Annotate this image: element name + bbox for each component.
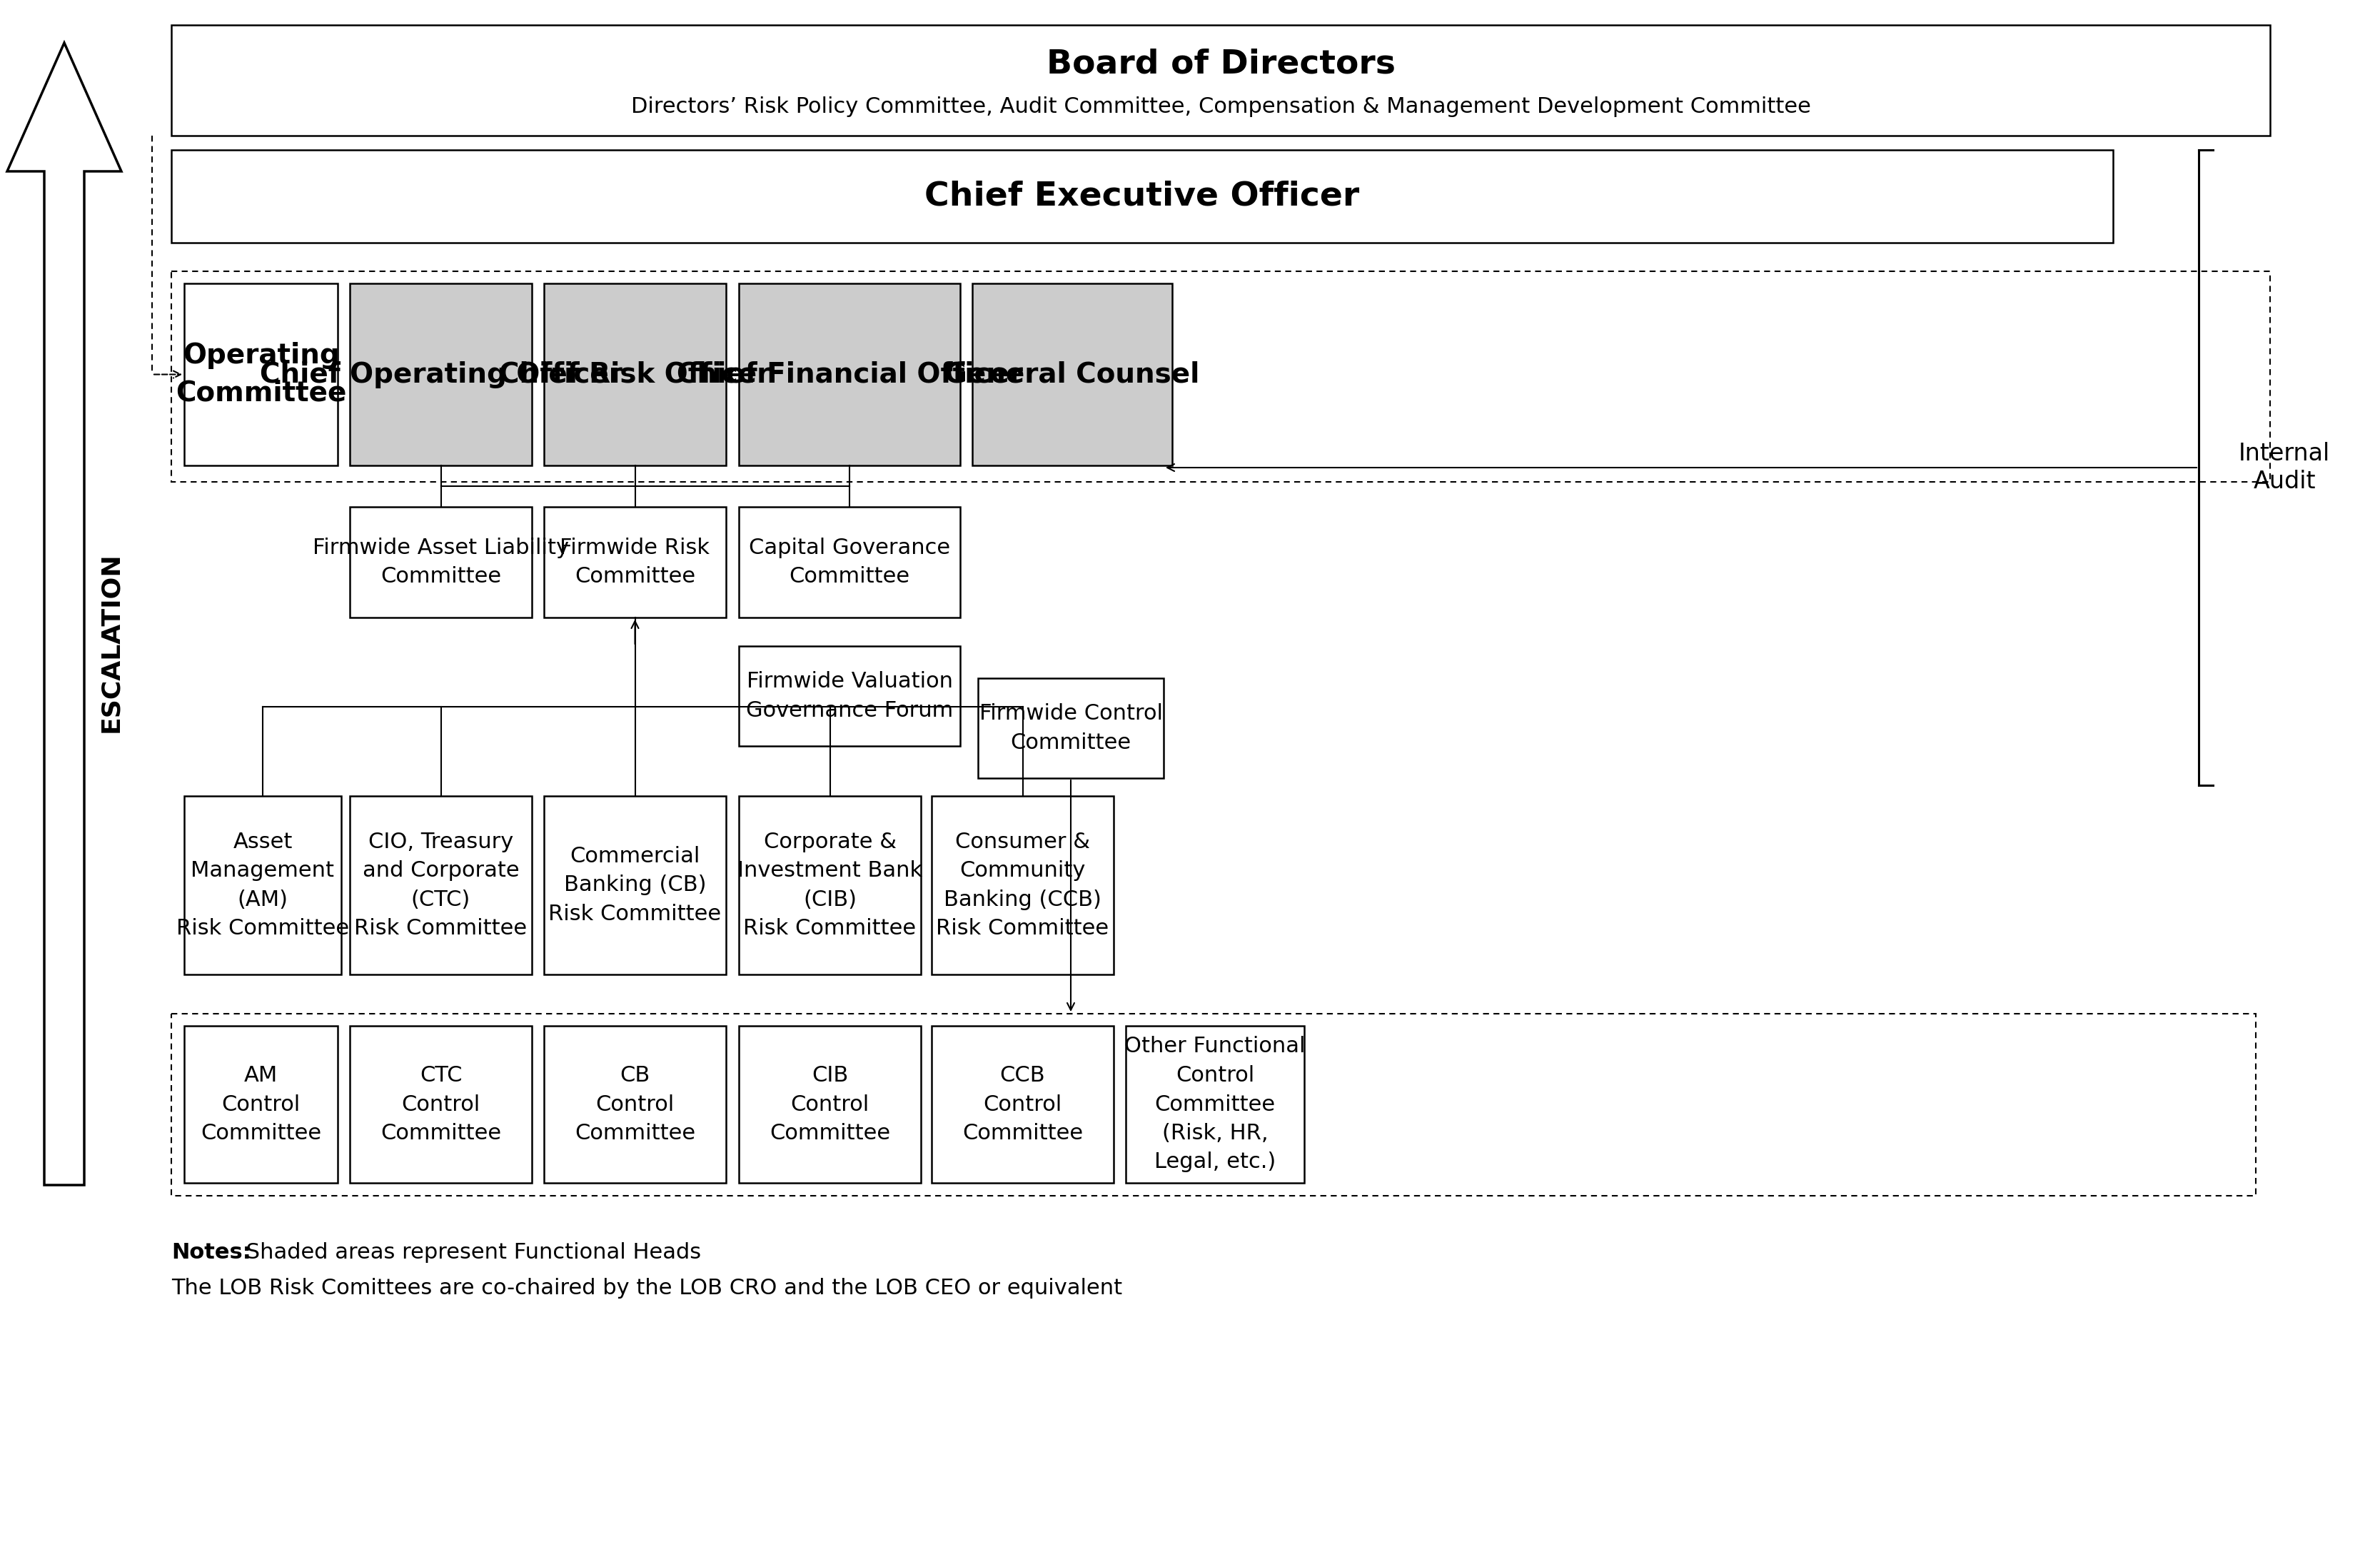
Text: Firmwide Control
Committee: Firmwide Control Committee xyxy=(978,703,1161,752)
Bar xyxy=(973,284,1173,466)
Text: Asset
Management
(AM)
Risk Committee: Asset Management (AM) Risk Committee xyxy=(176,831,350,939)
Bar xyxy=(545,284,726,466)
Bar xyxy=(171,25,2271,136)
Text: General Counsel: General Counsel xyxy=(945,361,1200,389)
Text: Chief Risk Officer: Chief Risk Officer xyxy=(500,361,771,389)
Bar xyxy=(350,1025,531,1183)
Text: The LOB Risk Comittees are co-chaired by the LOB CRO and the LOB CEO or equivale: The LOB Risk Comittees are co-chaired by… xyxy=(171,1278,1123,1298)
Text: CTC
Control
Committee: CTC Control Committee xyxy=(381,1066,502,1144)
Bar xyxy=(738,646,959,746)
Text: Capital Goverance
Committee: Capital Goverance Committee xyxy=(750,537,950,588)
Bar xyxy=(931,796,1114,975)
Text: Firmwide Asset Liability
Committee: Firmwide Asset Liability Committee xyxy=(312,537,569,588)
Bar xyxy=(350,507,531,617)
Text: Consumer &
Community
Banking (CCB)
Risk Committee: Consumer & Community Banking (CCB) Risk … xyxy=(935,831,1109,939)
Text: Commercial
Banking (CB)
Risk Committee: Commercial Banking (CB) Risk Committee xyxy=(547,847,721,925)
Text: Other Functional
Control
Committee
(Risk, HR,
Legal, etc.): Other Functional Control Committee (Risk… xyxy=(1123,1036,1307,1172)
Bar xyxy=(350,796,531,975)
Bar xyxy=(738,1025,921,1183)
Bar xyxy=(738,284,959,466)
Text: Directors’ Risk Policy Committee, Audit Committee, Compensation & Management Dev: Directors’ Risk Policy Committee, Audit … xyxy=(631,97,1811,117)
Bar xyxy=(171,271,2271,481)
Text: CIB
Control
Committee: CIB Control Committee xyxy=(769,1066,890,1144)
Polygon shape xyxy=(7,43,121,1186)
Bar xyxy=(183,1025,338,1183)
Text: Chief Executive Officer: Chief Executive Officer xyxy=(926,180,1359,213)
Text: AM
Control
Committee: AM Control Committee xyxy=(200,1066,321,1144)
Text: CIO, Treasury
and Corporate
(CTC)
Risk Committee: CIO, Treasury and Corporate (CTC) Risk C… xyxy=(355,831,528,939)
Bar xyxy=(738,796,921,975)
Text: ESCALATION: ESCALATION xyxy=(98,552,124,732)
Bar xyxy=(978,678,1164,779)
Bar xyxy=(1126,1025,1304,1183)
Text: Firmwide Risk
Committee: Firmwide Risk Committee xyxy=(559,537,709,588)
Bar xyxy=(171,1013,2256,1195)
Text: Internal
Audit: Internal Audit xyxy=(2240,443,2330,493)
Text: Firmwide Valuation
Governance Forum: Firmwide Valuation Governance Forum xyxy=(745,671,952,720)
Bar xyxy=(545,1025,726,1183)
Text: Notes:: Notes: xyxy=(171,1243,252,1263)
Bar xyxy=(171,150,2113,242)
Bar xyxy=(545,796,726,975)
Bar xyxy=(738,507,959,617)
Text: Chief Operating Officer: Chief Operating Officer xyxy=(259,361,621,389)
Text: Shaded areas represent Functional Heads: Shaded areas represent Functional Heads xyxy=(238,1243,702,1263)
Bar xyxy=(183,284,338,466)
Text: CB
Control
Committee: CB Control Committee xyxy=(574,1066,695,1144)
Text: Corporate &
Investment Bank
(CIB)
Risk Committee: Corporate & Investment Bank (CIB) Risk C… xyxy=(738,831,923,939)
Bar xyxy=(350,284,531,466)
Bar xyxy=(183,796,340,975)
Text: Operating
Committee: Operating Committee xyxy=(176,342,347,407)
Bar xyxy=(545,507,726,617)
Bar xyxy=(931,1025,1114,1183)
Text: Board of Directors: Board of Directors xyxy=(1047,48,1395,80)
Text: Chief Financial Officer: Chief Financial Officer xyxy=(676,361,1023,389)
Text: CCB
Control
Committee: CCB Control Committee xyxy=(962,1066,1083,1144)
